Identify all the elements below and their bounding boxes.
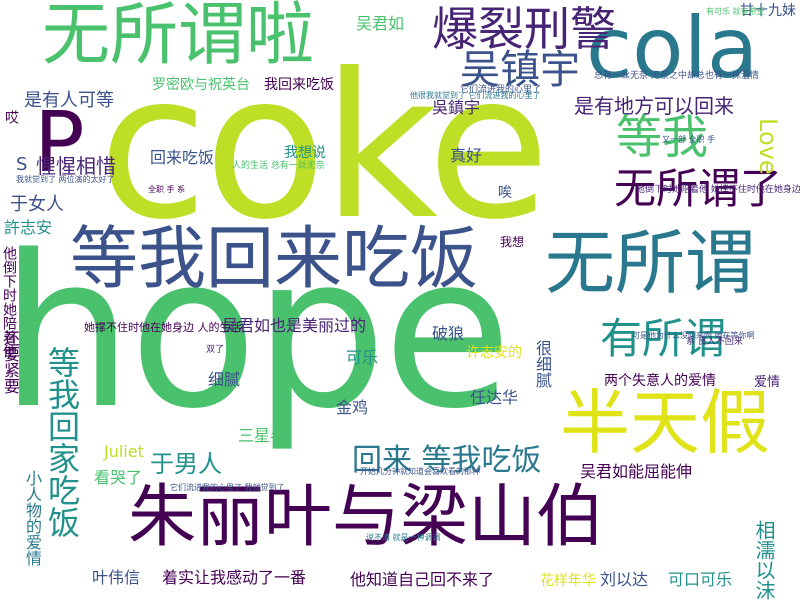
- word-tachengbu: 她撑不住时他在她身边 人的生活: [84, 321, 242, 334]
- word-shiyourenkedeng: 是有人可等: [24, 90, 114, 111]
- word-juliet: Juliet: [104, 442, 144, 461]
- word-liu-yida: 刘以达: [600, 570, 649, 589]
- word-small-10: 说不清 就是一种调调: [366, 533, 441, 542]
- word-huilai-chifan: 回来吃饭: [150, 148, 215, 167]
- word-small-6: 开始几分钟就知道会喜欢看的那种: [360, 467, 480, 476]
- word-ai: 唉: [498, 185, 512, 201]
- word-small-9: 它们流进我的心里了 我就觉到了: [170, 483, 285, 492]
- word-huayang: 花样年华: [540, 573, 596, 589]
- word-small-8: 双了: [206, 345, 225, 355]
- word-wujunru: 吴君如: [356, 14, 405, 33]
- word-s: S: [16, 154, 28, 175]
- word-ye-weixin: 叶伟信: [92, 568, 141, 587]
- word-small-3: 人的生活 总有一丝无奈: [232, 161, 325, 171]
- word-tadao: 他倒下时她陪着他: [1, 246, 17, 358]
- word-xu-zhian-trad: 許志安: [4, 218, 53, 237]
- word-wohuilai: 我回来吃饭: [264, 77, 334, 93]
- word-woxiang: 我想: [500, 235, 525, 249]
- word-kekou: 可口可乐: [668, 570, 733, 589]
- word-yu-nanren: 于男人: [150, 450, 222, 478]
- word-small-11: 有可乐 就有希望: [706, 7, 765, 16]
- word-coke: coke: [98, 31, 550, 264]
- word-ai2: 哎: [3, 110, 19, 124]
- word-wu-zhenyu: 吴镇宇: [460, 47, 580, 93]
- word-small-12: 我就觉到了 两位演的太好了: [16, 175, 115, 184]
- word-kankule: 看哭了: [94, 468, 143, 487]
- word-wu-zhenyu-trad: 吳鎮宇: [432, 98, 481, 117]
- word-yu-nvren: 于女人: [10, 194, 64, 215]
- word-ren-dahua: 任达华: [470, 388, 519, 407]
- word-small-2: 他倒下时她陪着他 她撑不住时他在她身边: [636, 185, 800, 195]
- word-jinji: 金鸡: [336, 398, 369, 417]
- word-zhenhao: 真好: [450, 146, 483, 165]
- word-zhuliye: 朱丽叶与梁山伯: [128, 478, 605, 557]
- word-wusuoweila: 无所谓啦: [42, 0, 315, 75]
- word-luomi: 罗密欧与祝英台: [152, 77, 250, 93]
- word-small-14: 他很我就觉到了 它们流进我的心里了: [410, 91, 541, 100]
- word-hope: hope: [0, 210, 512, 455]
- word-yousuowei: 有所谓: [600, 314, 727, 363]
- word-aiqing: 爱情: [754, 375, 781, 390]
- word-zhuoshi: 着实让我感动了一番: [162, 568, 307, 587]
- word-baolie-xingjing: 爆裂刑警: [432, 2, 616, 56]
- word-bantianjia: 半天假: [560, 382, 770, 464]
- word-xiangru: 相濡以沫: [752, 520, 776, 600]
- word-youdifang: 是有地方可以回来: [574, 94, 734, 118]
- word-xini: 细腻: [208, 370, 241, 389]
- word-small-1: 总有一丝无奈 无奈之中却总也有一抹温情: [594, 71, 759, 81]
- word-wujunru-meili: 吴君如也是美丽过的: [222, 316, 367, 335]
- word-wusuowei-le: 无所谓了: [614, 164, 783, 213]
- word-huilai-dengwo: 回来 等我吃饭: [352, 443, 542, 478]
- word-woyao-huijia: 等我回家吃饭: [43, 346, 81, 538]
- word-tazhidao: 他知道自己回不来了: [350, 570, 495, 589]
- word-xixi: 惺惺相惜: [36, 154, 116, 178]
- word-youyou: 又一部 全职 手: [662, 135, 716, 144]
- word-ganshijiu: 甘十九妹: [740, 3, 796, 19]
- word-sanxingban: 三星半: [238, 426, 287, 445]
- word-cola: cola: [586, 0, 759, 97]
- word-xu-zhian: 许志安的: [466, 345, 522, 361]
- word-small-5: 它们流进我的心里了: [460, 85, 542, 95]
- word-keyue: 可乐: [346, 348, 379, 367]
- word-dengwo-huilai-chifan: 等我回来吃饭: [70, 220, 479, 299]
- word-small-4: 可是他为什么没回来啊 她在等你啊: [632, 331, 755, 340]
- word-womxiang: 我想说: [284, 145, 326, 161]
- word-small-13: 全职 手 系: [148, 185, 186, 194]
- word-wusuowei: 无所谓: [545, 222, 755, 304]
- word-p: P: [34, 93, 85, 191]
- word-henxini: 很细腻: [533, 340, 552, 388]
- word-wujunru-nengqu: 吴君如能屈能伸: [580, 462, 693, 481]
- word-dengwo: 等我: [616, 110, 708, 164]
- word-xiaorenwu: 小人物的爱情: [23, 470, 42, 566]
- word-small-7: 系 良人不回来: [686, 337, 743, 347]
- word-liangge: 两个失意人的爱情: [604, 373, 716, 389]
- word-polang: 破狼: [432, 324, 465, 343]
- word-haiyao-jinyao: 还要紧要: [1, 330, 20, 394]
- word-love: Love: [754, 118, 782, 175]
